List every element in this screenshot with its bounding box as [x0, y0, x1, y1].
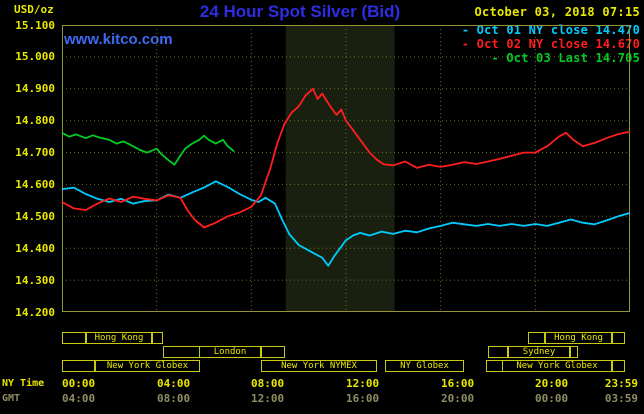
session-extent-box: [612, 360, 625, 372]
ny-ticks-label: 23:59: [604, 377, 638, 390]
y-axis-unit-label: USD/oz: [14, 3, 54, 16]
plot-frame: [62, 25, 630, 312]
ny-time-tick-row: 00:00 04:00 08:00 12:00 16:00 20:00 23:59: [0, 377, 644, 390]
chart-title: 24 Hour Spot Silver (Bid): [199, 2, 401, 21]
y-tick-label: 14.600: [15, 178, 55, 191]
session-label-box: New York NYMEX: [261, 360, 377, 372]
gmt-ticks-label: 00:00: [535, 392, 569, 405]
y-tick-label: 15.000: [15, 50, 55, 63]
series-line-2: [61, 131, 235, 166]
session-label-box: Hong Kong: [86, 332, 152, 344]
ny-ticks-label: 16:00: [441, 377, 475, 390]
y-tick-label: 14.400: [15, 242, 55, 255]
session-label-box: Sydney: [508, 346, 570, 358]
legend-item: - Oct 01 NY close 14.470: [461, 23, 640, 37]
gmt-ticks-label: 12:00: [251, 392, 285, 405]
gmt-axis-label: GMT: [2, 393, 21, 404]
y-tick-label: 14.900: [15, 82, 55, 95]
y-tick-label: 14.500: [15, 210, 55, 223]
price-chart-svg: [61, 24, 631, 313]
plot-area: [61, 24, 631, 313]
y-tick-label: 14.700: [15, 146, 55, 159]
session-extent-box: [486, 360, 503, 372]
session-label-box: Hong Kong: [545, 332, 612, 344]
ny-ticks-label: 04:00: [157, 377, 191, 390]
y-tick-label: 15.100: [15, 19, 55, 32]
gmt-ticks-label: 04:00: [62, 392, 96, 405]
session-extent-box: [62, 332, 86, 344]
kitco-watermark-link[interactable]: www.kitco.com: [64, 31, 173, 48]
gmt-ticks-label: 16:00: [346, 392, 380, 405]
y-tick-label: 14.200: [15, 306, 55, 319]
session-extent-box: [528, 332, 545, 344]
y-tick-label: 14.300: [15, 274, 55, 287]
session-extent-box: [152, 332, 163, 344]
session-extent-box: [488, 346, 508, 358]
ny-ticks-label: 12:00: [346, 377, 380, 390]
session-label-box: New York Globex: [502, 360, 612, 372]
session-label-box: NY Globex: [385, 360, 464, 372]
nymex-floor-session-band: [285, 25, 395, 312]
gmt-ticks-label: 03:59: [604, 392, 638, 405]
gmt-ticks-label: 08:00: [157, 392, 191, 405]
ny-time-axis-label: NY Time: [2, 378, 45, 389]
gmt-tick-row: 04:00 08:00 12:00 16:00 20:00 00:00 03:59: [0, 392, 644, 405]
series-line-1: [61, 87, 631, 229]
ny-ticks-label: 08:00: [251, 377, 285, 390]
legend: - Oct 01 NY close 14.470- Oct 02 NY clos…: [462, 23, 640, 65]
session-label-box: London: [199, 346, 261, 358]
session-extent-box: [62, 360, 95, 372]
legend-item: - Oct 02 NY close 14.670: [461, 37, 640, 51]
gmt-ticks-label: 20:00: [441, 392, 475, 405]
legend-item: - Oct 03 Last 14.705: [491, 51, 640, 65]
session-extent-box: [261, 346, 285, 358]
y-tick-label: 14.800: [15, 114, 55, 127]
session-extent-box: [570, 346, 578, 358]
chart-datetime: October 03, 2018 07:15: [474, 5, 640, 19]
ny-ticks-label: 00:00: [62, 377, 96, 390]
session-label-box: New York Globex: [95, 360, 200, 372]
ny-ticks-label: 20:00: [535, 377, 569, 390]
session-extent-box: [163, 346, 200, 358]
session-extent-box: [612, 332, 625, 344]
